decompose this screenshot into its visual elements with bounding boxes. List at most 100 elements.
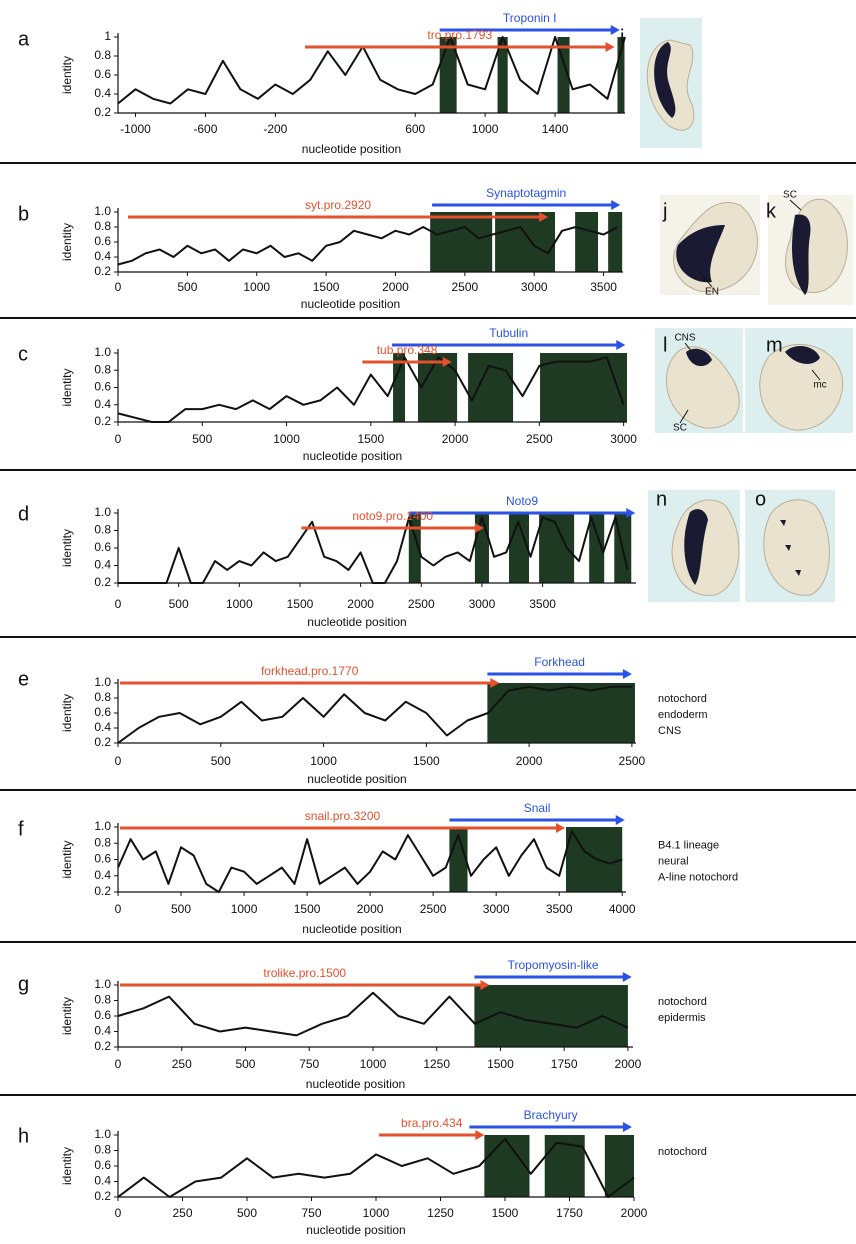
x-tick-label: 2500 [420,902,447,916]
promoter-arrow-label: forkhead.pro.1770 [261,664,359,678]
annotation-arrow [811,369,821,381]
panel-letter: c [18,343,28,365]
gene-arrow-head [622,1122,632,1132]
x-tick-label: 500 [177,280,197,294]
y-tick-label: 0.6 [94,234,111,248]
x-tick-label: 1250 [427,1206,454,1220]
embryo-image: l CNS SC [655,328,743,434]
exon-region [604,1135,634,1197]
panel-letter: a [18,28,30,50]
annotation: SC [783,190,797,201]
stain [792,214,811,295]
y-tick-label: 1.0 [94,204,111,218]
x-tick-label: 1000 [231,902,258,916]
annotation: mc [813,380,826,391]
gene-arrow-label: Tropomyosin-like [508,958,599,972]
image-letter: k [766,200,777,222]
exon-region [617,37,625,113]
embryo [759,343,844,431]
annotation-arrow [699,271,713,288]
x-tick-label: 3500 [546,902,573,916]
y-tick-label: 0.6 [94,380,111,394]
y-tick-label: 0.4 [94,1174,111,1188]
panel: b 0.20.40.60.81.0 0 500 1000 1500 2000 2500 3000… [18,186,623,311]
expression-note: notochord [658,996,707,1008]
x-tick-label: 250 [172,1206,192,1220]
x-tick-label: 500 [237,1206,257,1220]
panel-letter: e [18,668,29,690]
panel: a 0.2 0.4 0.6 0.8 1 -1000 -600 -200 600 1000 1400 id… [18,11,626,156]
expression-note: CNS [658,725,681,737]
x-tick-label: 0 [115,902,122,916]
stain [785,346,820,364]
y-axis-label: identity [60,368,74,406]
x-tick-label: 1250 [423,1057,450,1071]
exon-region [495,212,556,272]
x-axis-label: nucleotide position [303,449,402,463]
panel-letter: g [18,973,29,995]
y-tick-label: 1.0 [94,345,111,359]
promoter-arrow-label: noto9.pro.1400 [352,509,433,523]
y-tick-label: 0.6 [94,1158,111,1172]
stain [686,348,712,367]
image-letter: o [755,488,766,510]
x-tick-label: 1000 [360,1057,387,1071]
embryo-image: m mc [745,328,853,433]
embryo [763,499,830,596]
x-tick-label: 2000 [615,1057,642,1071]
embryo-image: k SC [766,190,853,305]
panel: g 0.20.4 0.60.8 1.0 0 250 500 750 1000 1250 1500 17… [18,958,707,1091]
x-axis-label: nucleotide position [307,615,406,629]
x-tick-label: 500 [171,902,191,916]
x-tick-label: 500 [169,597,189,611]
y-tick-label: 0.2 [94,1189,111,1203]
identity-line [117,1137,635,1198]
promoter-arrow-head [474,523,484,533]
x-tick-label: 0 [115,1057,122,1071]
expression-note: notochord [658,1146,707,1158]
embryo-image: o [745,488,835,602]
promoter-arrow-head [605,42,615,52]
x-tick-label: 2500 [408,597,435,611]
exon-region [418,353,458,422]
gene-arrow-head [626,508,636,518]
promoter-arrow-label: bra.pro.434 [401,1116,463,1130]
stain [676,225,725,283]
panel: c 0.2 0.4 0.6 0.8 1.0 0 500 1000 1500 2000 2500 3000… [18,326,637,463]
x-tick-label: 0 [115,1206,122,1220]
y-tick-label: 0.8 [94,690,111,704]
y-tick-label: 1.0 [94,977,111,991]
gene-arrow-label: Brachyury [524,1108,578,1122]
x-tick-label: 3500 [590,280,617,294]
promoter-arrow-head [480,980,490,990]
x-tick-label: 0 [115,280,122,294]
y-tick-label: 0.6 [94,1008,111,1022]
y-axis-label: identity [60,997,74,1035]
x-tick-label: 250 [172,1057,192,1071]
x-tick-label: 1500 [357,432,384,446]
identity-line [117,36,626,105]
y-tick-label: 0.4 [94,1024,111,1038]
x-tick-label: 2000 [357,902,384,916]
exon-region [487,683,635,743]
y-tick-label: 0.2 [94,105,111,119]
x-tick-label: 2500 [619,754,646,768]
x-tick-label: -1000 [120,122,151,136]
x-axis-label: nucleotide position [302,142,401,156]
x-tick-label: 2000 [382,280,409,294]
x-tick-label: 1750 [556,1206,583,1220]
separators [0,162,856,1096]
x-tick-label: 1500 [294,902,321,916]
image-letter: j [662,200,667,222]
x-tick-label: 2000 [516,754,543,768]
panel-letter: f [18,818,24,840]
y-tick-label: 0.6 [94,540,111,554]
promoter-arrow-head [539,212,549,222]
image-letter: i [620,26,624,48]
annotation-arrow [684,342,693,353]
exon-region [589,513,605,583]
y-tick-label: 0.6 [94,67,111,81]
gene-arrow-head [616,340,626,350]
annotation: SC [673,423,687,434]
